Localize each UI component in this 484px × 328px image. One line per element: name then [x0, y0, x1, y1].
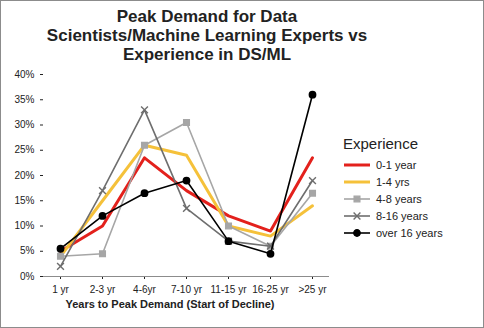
svg-text:20%: 20%: [14, 170, 34, 181]
svg-text:35%: 35%: [14, 94, 34, 105]
svg-text:16-25 yr: 16-25 yr: [252, 284, 289, 295]
svg-text:2-3 yr: 2-3 yr: [90, 284, 116, 295]
svg-text:11-15 yr: 11-15 yr: [211, 284, 248, 295]
html-text:0-1 year: 0-1 year: [376, 158, 417, 171]
svg-text:30%: 30%: [14, 119, 34, 130]
html-text:4-8 years: 4-8 years: [376, 192, 422, 205]
svg-text:7-10 yr: 7-10 yr: [171, 284, 203, 295]
html-text:Experience: Experience: [343, 135, 418, 152]
svg-text:0%: 0%: [20, 271, 35, 282]
svg-text:25%: 25%: [14, 144, 34, 155]
html-text:over 16 years: over 16 years: [376, 226, 443, 239]
svg-text:40%: 40%: [14, 69, 34, 80]
svg-text:5%: 5%: [20, 245, 35, 256]
svg-text:4-6yr: 4-6yr: [133, 284, 156, 295]
svg-text:15%: 15%: [14, 195, 34, 206]
svg-text:10%: 10%: [14, 220, 34, 231]
html-text:Peak Demand for Data Scientist: Peak Demand for Data Scientists/Machine …: [46, 7, 368, 64]
svg-text:>25 yr: >25 yr: [298, 284, 327, 295]
html-text:1-4 yrs: 1-4 yrs: [376, 175, 410, 188]
svg-text:1 yr: 1 yr: [52, 284, 69, 295]
html-text:8-16 years: 8-16 years: [376, 209, 428, 222]
html-text:Years to Peak Demand (Start of: Years to Peak Demand (Start of Decline): [65, 298, 275, 310]
